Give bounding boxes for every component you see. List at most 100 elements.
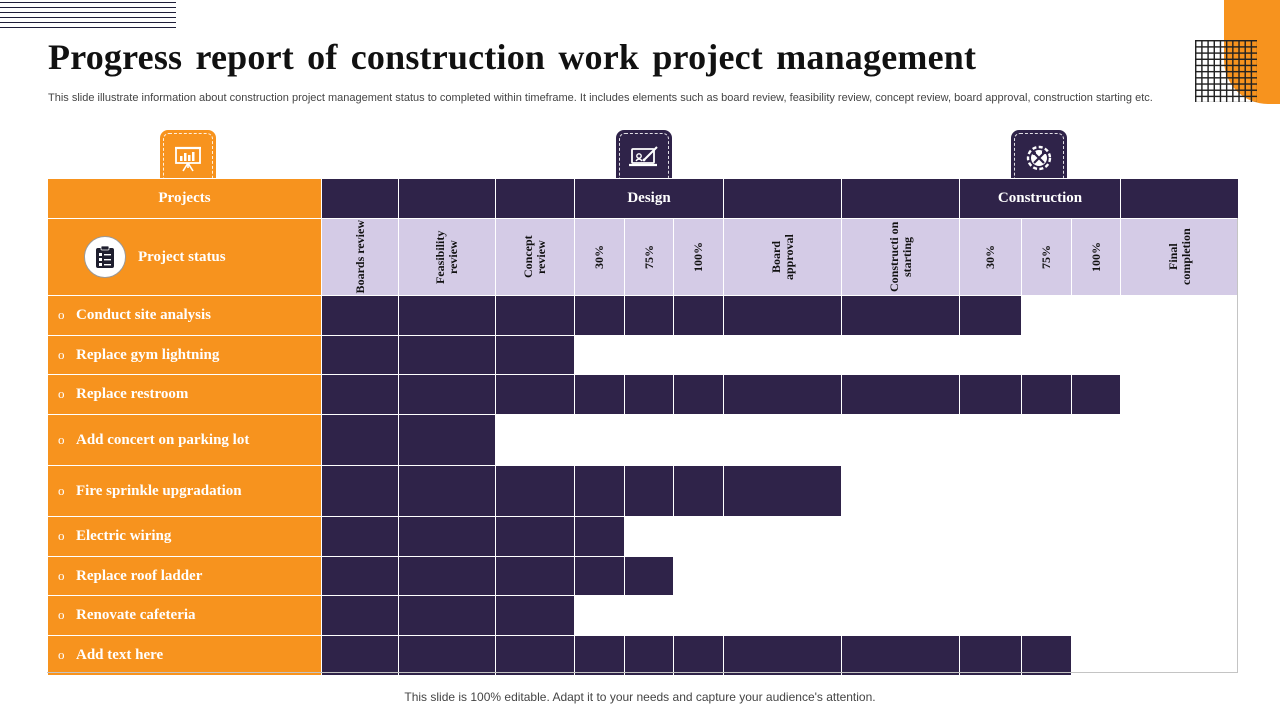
progress-cell-filled xyxy=(624,374,674,415)
projects-header: Projects xyxy=(47,178,322,219)
progress-cell-filled xyxy=(495,516,575,557)
progress-cell-empty xyxy=(495,414,575,466)
milestone-header: Constructi on starting xyxy=(841,218,960,296)
progress-cell-empty xyxy=(1021,556,1072,596)
task-label: Add text here xyxy=(76,647,164,663)
milestone-label: Concept review xyxy=(521,235,548,279)
progress-cell-filled xyxy=(574,374,625,415)
progress-cell-empty xyxy=(1071,595,1121,636)
project-status-cell: Project status xyxy=(47,218,322,296)
progress-cell-filled xyxy=(574,556,625,596)
progress-cell-empty xyxy=(1120,414,1239,466)
milestone-header: 100% xyxy=(673,218,724,296)
progress-cell-filled xyxy=(673,374,724,415)
progress-cell-empty xyxy=(624,335,674,375)
progress-cell-filled xyxy=(495,635,575,676)
progress-cell-empty xyxy=(723,414,842,466)
task-cell: o Conduct site analysis xyxy=(47,295,322,336)
grid-decoration xyxy=(1195,40,1257,102)
decorative-stripes xyxy=(0,0,176,28)
progress-cell-filled xyxy=(1021,374,1072,415)
progress-cell-empty xyxy=(624,516,674,557)
milestone-header: Boards review xyxy=(321,218,399,296)
milestone-label: Constructi on starting xyxy=(886,221,914,293)
progress-cell-filled xyxy=(673,635,724,676)
progress-cell-filled xyxy=(495,295,575,336)
table-frame-right xyxy=(1237,218,1238,673)
progress-cell-empty xyxy=(1071,414,1121,466)
progress-cell-filled xyxy=(574,635,625,676)
design-badge xyxy=(616,130,672,186)
milestone-label: 30% xyxy=(983,245,997,269)
progress-cell-filled xyxy=(321,635,399,676)
progress-cell-empty xyxy=(1120,335,1239,375)
progress-cell-filled xyxy=(495,595,575,636)
progress-cell-filled xyxy=(398,335,496,375)
progress-table: Projects Design Construction xyxy=(47,178,1239,676)
progress-cell-empty xyxy=(574,595,625,636)
task-cell: o Add text here xyxy=(47,635,322,676)
milestone-header: 75% xyxy=(1021,218,1072,296)
progress-cell-empty xyxy=(1120,595,1239,636)
progress-cell-empty xyxy=(1071,465,1121,517)
progress-cell-filled xyxy=(321,414,399,466)
progress-cell-filled xyxy=(398,374,496,415)
progress-cell-filled xyxy=(723,295,842,336)
progress-cell-empty xyxy=(1120,465,1239,517)
table-frame-bottom xyxy=(47,672,1238,673)
progress-cell-filled xyxy=(959,635,1022,676)
progress-cell-empty xyxy=(574,335,625,375)
progress-cell-filled xyxy=(723,465,842,517)
bullet-marker: o xyxy=(58,346,65,362)
bullet-marker: o xyxy=(58,386,65,401)
progress-cell-empty xyxy=(841,556,960,596)
progress-cell-filled xyxy=(398,635,496,676)
progress-cell-empty xyxy=(723,595,842,636)
progress-cell-empty xyxy=(1120,516,1239,557)
task-label: Replace gym lightning xyxy=(76,346,220,363)
progress-cell-empty xyxy=(723,556,842,596)
project-status-label: Project status xyxy=(138,248,226,265)
progress-cell-empty xyxy=(1021,516,1072,557)
progress-cell-filled xyxy=(321,295,399,336)
task-label: Conduct site analysis xyxy=(76,307,212,323)
design-header: Design xyxy=(574,178,724,219)
progress-cell-empty xyxy=(1071,635,1121,676)
bullet-marker: o xyxy=(58,482,65,498)
progress-cell-empty xyxy=(1021,335,1072,375)
task-cell: o Renovate cafeteria xyxy=(47,595,322,636)
milestone-header: Final completion xyxy=(1120,218,1239,296)
bullet-marker: o xyxy=(58,307,65,322)
progress-cell-filled xyxy=(398,414,496,466)
milestone-header: Feasibility review xyxy=(398,218,496,296)
page-title: Progress report of construction work pro… xyxy=(48,37,977,77)
task-label: Fire sprinkle upgradation xyxy=(76,482,242,499)
progress-cell-empty xyxy=(1021,465,1072,517)
progress-cell-empty xyxy=(1071,295,1121,336)
task-cell: o Replace gym lightning xyxy=(47,335,322,375)
bullet-marker: o xyxy=(58,567,65,583)
progress-cell-empty xyxy=(959,556,1022,596)
milestone-header: 100% xyxy=(1071,218,1121,296)
task-label: Electric wiring xyxy=(76,528,172,544)
task-cell: o Replace roof ladder xyxy=(47,556,322,596)
table-row: o Add concert on parking lot xyxy=(47,414,1239,466)
progress-cell-filled xyxy=(841,295,960,336)
progress-cell-filled xyxy=(398,556,496,596)
progress-cell-empty xyxy=(959,516,1022,557)
progress-cell-empty xyxy=(624,595,674,636)
progress-cell-filled xyxy=(723,635,842,676)
table-row: o Replace gym lightning xyxy=(47,335,1239,375)
progress-cell-filled xyxy=(321,556,399,596)
milestone-label: Final completion xyxy=(1165,228,1193,286)
projects-badge xyxy=(160,130,216,186)
progress-cell-empty xyxy=(1120,295,1239,336)
progress-cell-empty xyxy=(1021,414,1072,466)
progress-cell-empty xyxy=(1021,295,1072,336)
progress-cell-empty xyxy=(1021,595,1072,636)
progress-cell-empty xyxy=(723,516,842,557)
progress-cell-filled xyxy=(624,635,674,676)
progress-cell-filled xyxy=(321,595,399,636)
phase-header-row: Projects Design Construction xyxy=(47,178,1239,219)
construction-gear-icon xyxy=(1026,145,1052,171)
